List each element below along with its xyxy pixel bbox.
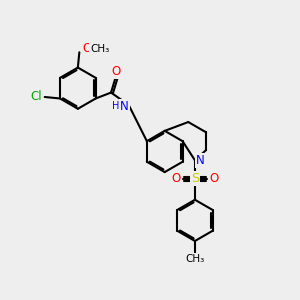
Text: S: S (191, 172, 199, 185)
Text: N: N (120, 100, 129, 113)
Text: N: N (196, 154, 205, 167)
Text: CH₃: CH₃ (185, 254, 205, 264)
Text: O: O (172, 172, 181, 185)
Text: O: O (82, 42, 91, 55)
Text: Cl: Cl (31, 91, 42, 103)
Text: CH₃: CH₃ (90, 44, 110, 54)
Text: O: O (209, 172, 218, 185)
Text: H: H (112, 101, 119, 111)
Text: O: O (112, 65, 121, 79)
